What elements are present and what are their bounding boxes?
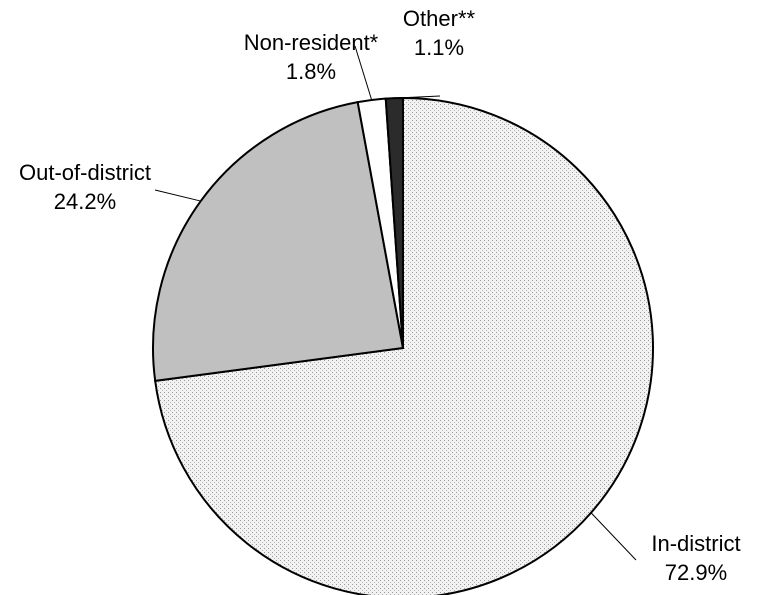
leader-line-non-resident	[354, 45, 373, 101]
slice-value-in-district: 72.9%	[665, 560, 727, 585]
pie-slice-in-district	[154, 96, 654, 595]
slice-value-non-resident: 1.8%	[286, 59, 336, 84]
pie-slices	[152, 96, 654, 595]
label-out-of-district: Out-of-district 24.2%	[19, 160, 151, 214]
slice-label-non-resident: Non-resident*	[244, 30, 379, 55]
slice-label-out-of-district: Out-of-district	[19, 160, 151, 185]
leader-lines	[154, 45, 637, 561]
leader-line-out-of-district	[154, 189, 201, 202]
label-in-district: In-district 72.9%	[651, 531, 740, 585]
slice-label-other: Other**	[403, 6, 476, 31]
label-non-resident: Non-resident* 1.8%	[244, 30, 379, 84]
leader-line-other	[394, 95, 441, 99]
slice-value-other: 1.1%	[414, 35, 464, 60]
slice-value-out-of-district: 24.2%	[54, 189, 116, 214]
label-other: Other** 1.1%	[403, 6, 476, 60]
pie-slice-out-of-district	[152, 100, 405, 383]
slice-label-in-district: In-district	[651, 531, 740, 556]
leader-line-in-district	[590, 512, 637, 561]
